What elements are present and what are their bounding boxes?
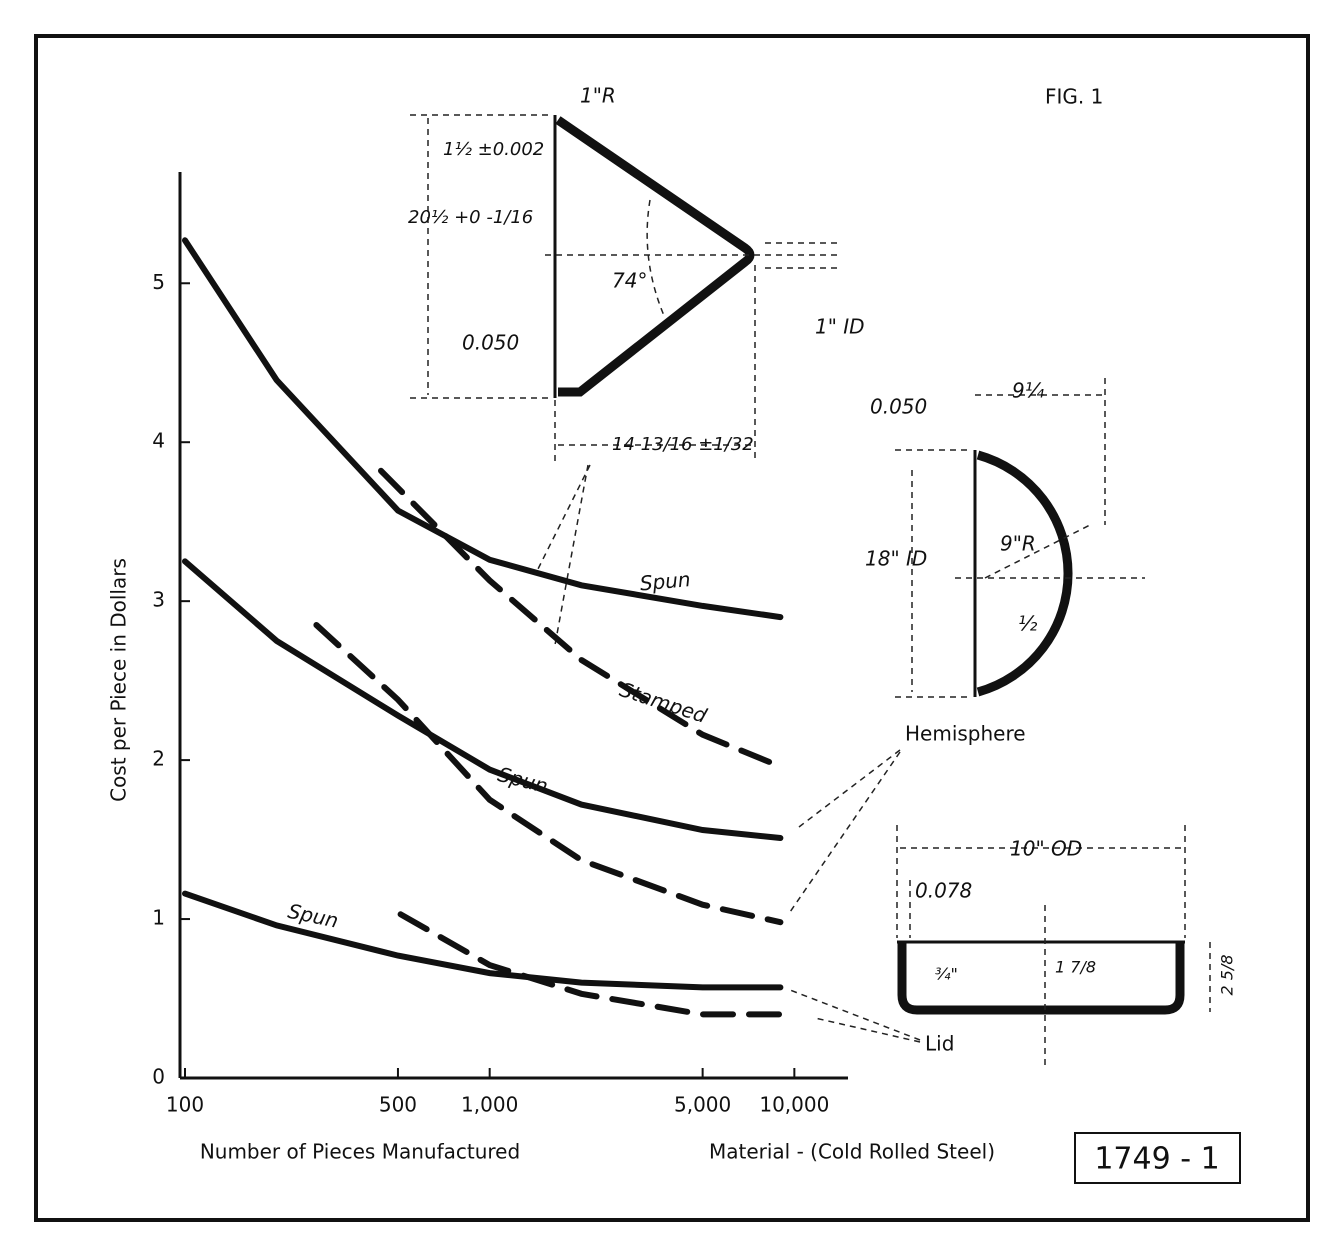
annotation: 0.050 xyxy=(462,331,519,355)
annotation: Hemisphere xyxy=(905,722,1026,746)
hemisphere-diagram xyxy=(789,378,1145,913)
x-tick-label: 1,000 xyxy=(461,1093,518,1117)
line xyxy=(182,237,784,621)
annotation: 0.050 xyxy=(870,395,927,419)
x-tick-label: 10,000 xyxy=(759,1093,829,1117)
annotation: 1"R xyxy=(580,84,616,108)
chart-title: FIG. 1 xyxy=(1045,85,1103,109)
series-label: Spun xyxy=(639,567,692,595)
annotation: 0.078 xyxy=(915,879,972,903)
annotation: 14 13/16 ±1/32 xyxy=(612,434,754,455)
series-label: Spun xyxy=(495,762,550,798)
x-axis-label: Number of Pieces Manufactured xyxy=(200,1140,520,1164)
lid-diagram xyxy=(789,825,1211,1065)
annotation: 1½ ±0.002 xyxy=(443,139,544,160)
cone-diagram xyxy=(410,114,840,646)
y-tick-label: 2 xyxy=(152,747,165,771)
line xyxy=(378,467,784,770)
line xyxy=(397,911,784,1018)
x-tick-label: 5,000 xyxy=(674,1093,731,1117)
annotation: ¾" xyxy=(935,965,958,984)
annotation: 2 5/8 xyxy=(1218,954,1237,995)
y-tick-label: 3 xyxy=(152,588,165,612)
annotation: 1" ID xyxy=(815,315,865,339)
annotation: 9¼ xyxy=(1012,379,1045,403)
line xyxy=(182,558,784,841)
x-tick-label: 500 xyxy=(379,1093,417,1117)
line xyxy=(182,890,784,991)
figure-box xyxy=(1074,1132,1241,1184)
frame xyxy=(34,34,1310,1222)
y-tick-label: 0 xyxy=(152,1065,165,1089)
annotation: 20½ +0 -1/16 xyxy=(408,207,533,228)
annotation: 18" ID xyxy=(865,547,927,571)
annotation: ½ xyxy=(1018,612,1038,636)
annotation: 74° xyxy=(612,269,647,293)
y-tick-label: 5 xyxy=(152,270,165,294)
y-tick-label: 1 xyxy=(152,906,165,930)
y-tick-label: 4 xyxy=(152,429,165,453)
annotation: 9"R xyxy=(1000,532,1036,556)
figure-number: 1749 - 1 xyxy=(1094,1142,1219,1177)
line xyxy=(313,622,784,926)
material-note: Material - (Cold Rolled Steel) xyxy=(709,1140,995,1164)
x-tick-label: 100 xyxy=(166,1093,204,1117)
annotation: Lid xyxy=(925,1032,954,1056)
annotation: 1 7/8 xyxy=(1055,958,1096,977)
annotation: 10" OD xyxy=(1010,837,1082,861)
y-axis-label: Cost per Piece in Dollars xyxy=(107,558,131,802)
series-label: Stamped xyxy=(617,677,710,728)
